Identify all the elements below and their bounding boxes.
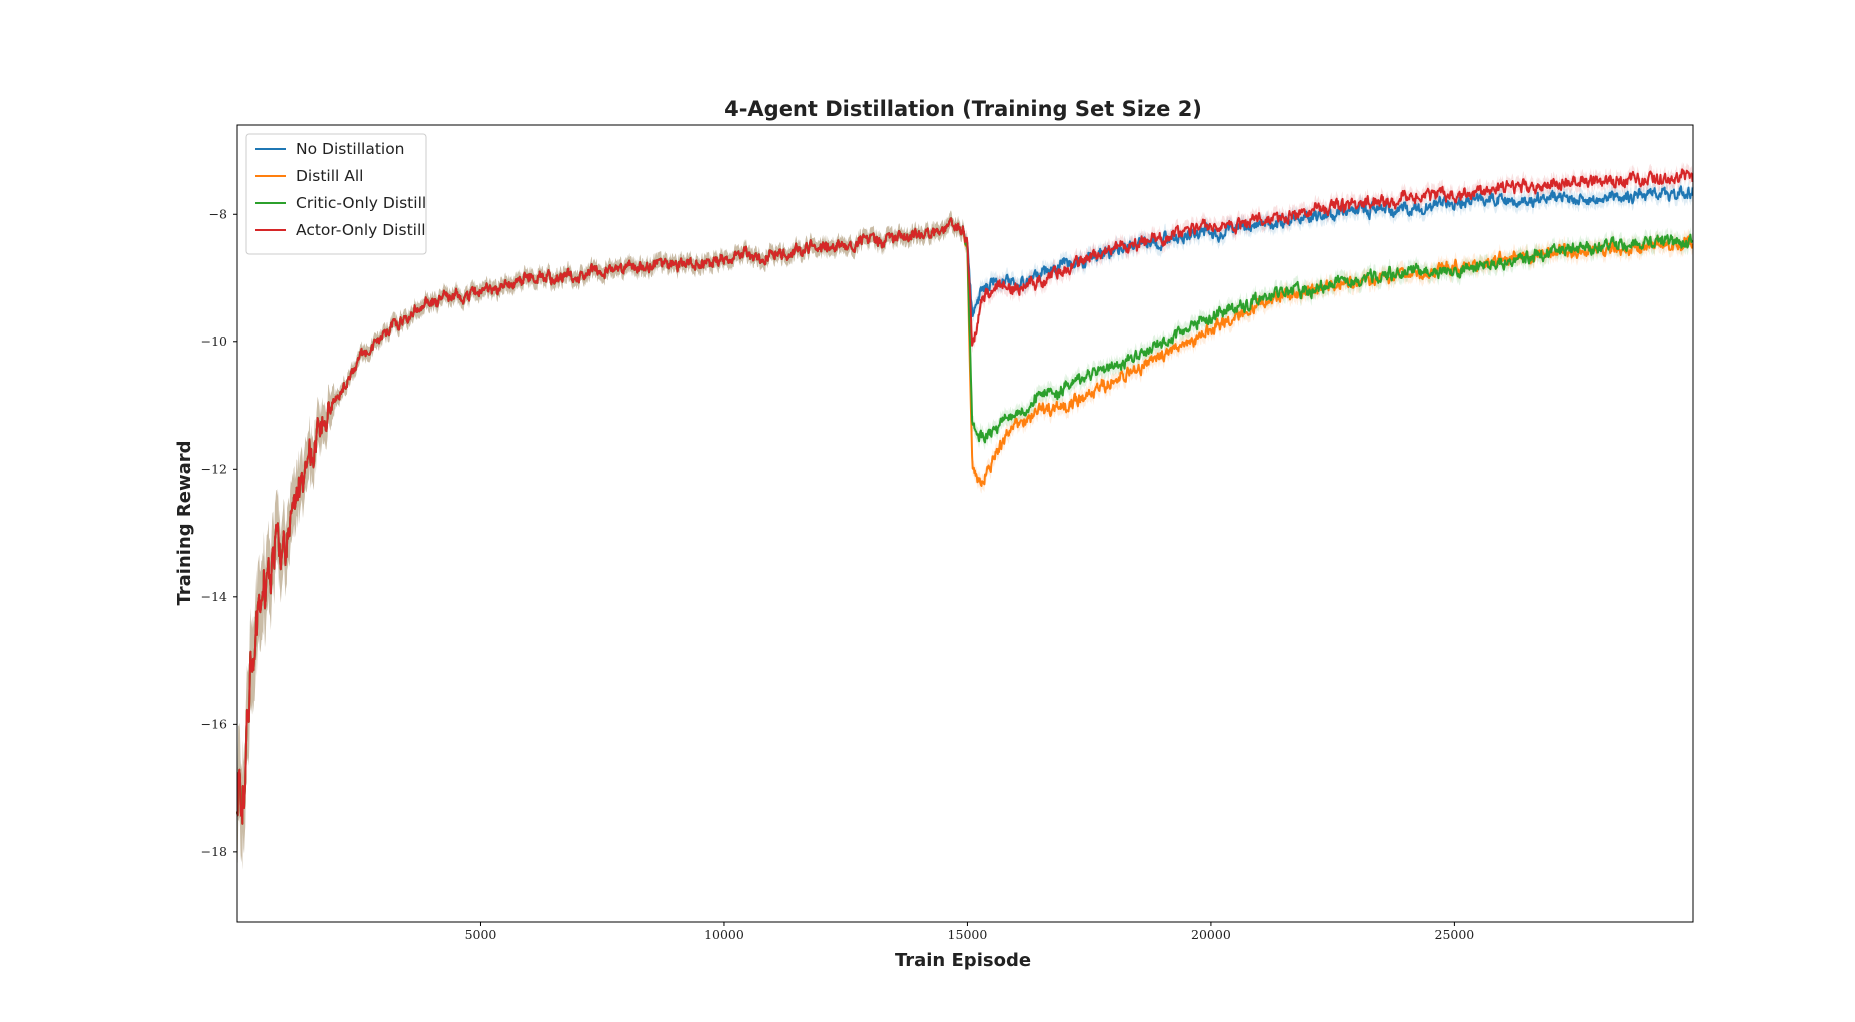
y-tick-label: −18 (201, 844, 227, 859)
x-tick-label: 10000 (704, 927, 744, 942)
x-tick-label: 20000 (1191, 927, 1231, 942)
x-tick-label: 25000 (1435, 927, 1475, 942)
y-axis-label: Training Reward (174, 440, 195, 605)
legend-entry: Critic-Only Distill (296, 194, 426, 212)
legend-entry: Distill All (296, 167, 363, 185)
plot-frame (236, 124, 1694, 923)
y-tick-label: −14 (201, 589, 227, 604)
y-axis: −18 −16 −14 −12 −10 −8 (201, 206, 237, 859)
x-tick-label: 15000 (948, 927, 988, 942)
series-line (236, 185, 1694, 825)
legend-entry: Actor-Only Distill (296, 221, 426, 239)
series-lines (236, 168, 1694, 825)
legend-entry: No Distillation (296, 140, 405, 158)
series-band (237, 210, 1693, 870)
x-axis-label: Train Episode (895, 950, 1031, 971)
y-tick-label: −16 (201, 716, 227, 731)
y-tick-label: −12 (201, 461, 227, 476)
series-line (236, 168, 1694, 825)
y-tick-label: −10 (201, 334, 227, 349)
series-band (237, 178, 1693, 870)
series-line (236, 217, 1694, 825)
x-axis: 5000 10000 15000 20000 25000 (465, 922, 1475, 942)
x-tick-label: 5000 (465, 927, 497, 942)
legend-box (245, 133, 427, 255)
series-band (237, 210, 1693, 870)
chart-title: 4-Agent Distillation (Training Set Size … (724, 97, 1202, 121)
series-line (236, 217, 1694, 825)
y-tick-label: −8 (209, 206, 227, 221)
legend: No Distillation Distill All Critic-Only Di… (245, 133, 427, 255)
